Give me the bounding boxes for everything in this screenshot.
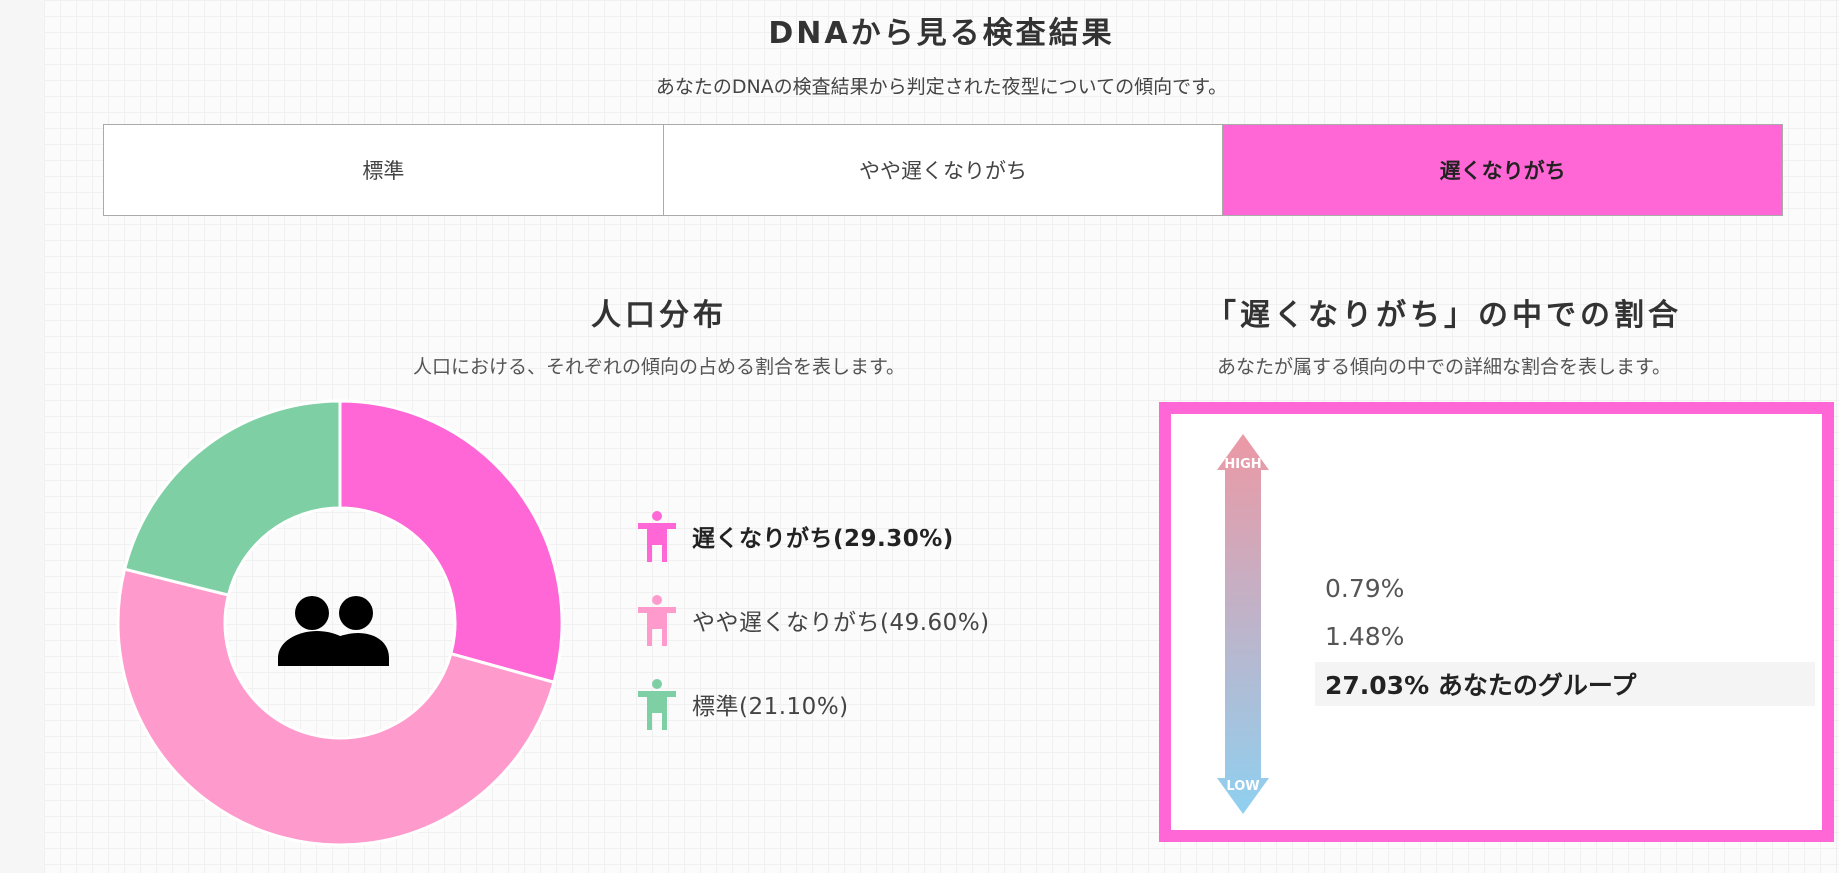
donut-slice-1 bbox=[116, 567, 556, 847]
legend-label-slightly-late: やや遅くなりがち(49.60%) bbox=[692, 610, 990, 636]
rate-item-my-group: 27.03% あなたのグループ bbox=[1315, 662, 1815, 706]
detail-box: HIGH LOW 0.79% 1.48% 27.03% あなたのグループ bbox=[1159, 402, 1834, 842]
high-low-arrow-icon: HIGH LOW bbox=[1217, 434, 1269, 814]
person-icon bbox=[638, 511, 676, 562]
population-title: 人口分布 bbox=[591, 298, 727, 333]
tab-late[interactable]: 遅くなりがち bbox=[1222, 125, 1783, 215]
group-people-icon bbox=[278, 596, 389, 666]
high-label: HIGH bbox=[1224, 457, 1261, 472]
legend-item-late: 遅くなりがち(29.30%) bbox=[634, 510, 990, 562]
legend-item-standard: 標準(21.10%) bbox=[634, 678, 990, 730]
legend-label-late: 遅くなりがち(29.30%) bbox=[692, 526, 954, 552]
detail-subtitle: あなたが属する傾向の中での詳細な割合を表します。 bbox=[1216, 356, 1672, 378]
detail-title: 「遅くなりがち」の中での割合 bbox=[1206, 298, 1682, 333]
legend-label-standard: 標準(21.10%) bbox=[692, 694, 849, 720]
low-label: LOW bbox=[1226, 779, 1259, 794]
results-page: DNAから見る検査結果 あなたのDNAの検査結果から判定された夜型についての傾向… bbox=[44, 0, 1839, 873]
population-subtitle: 人口における、それぞれの傾向の占める割合を表します。 bbox=[412, 356, 906, 378]
page-subtitle: あなたのDNAの検査結果から判定された夜型についての傾向です。 bbox=[655, 76, 1228, 98]
legend-item-slightly-late: やや遅くなりがち(49.60%) bbox=[634, 594, 990, 646]
tab-standard[interactable]: 標準 bbox=[362, 159, 405, 183]
person-icon bbox=[638, 595, 676, 646]
rate-item: 0.79% bbox=[1325, 573, 1405, 603]
page-title: DNAから見る検査結果 bbox=[768, 16, 1115, 51]
rate-item: 1.48% bbox=[1325, 621, 1405, 651]
person-icon bbox=[638, 679, 676, 730]
tab-slightly-late[interactable]: やや遅くなりがち bbox=[662, 125, 1223, 215]
rate-list: 0.79% 1.48% 27.03% あなたのグループ bbox=[1315, 566, 1815, 710]
population-donut-chart bbox=[116, 399, 564, 847]
tendency-tabs: 標準 やや遅くなりがち 遅くなりがち bbox=[103, 124, 1783, 216]
population-legend: 遅くなりがち(29.30%) やや遅くなりがち(49.60%) 標準(21.10… bbox=[634, 510, 990, 762]
donut-slice-2 bbox=[122, 399, 342, 597]
donut-slice-0 bbox=[338, 399, 564, 685]
